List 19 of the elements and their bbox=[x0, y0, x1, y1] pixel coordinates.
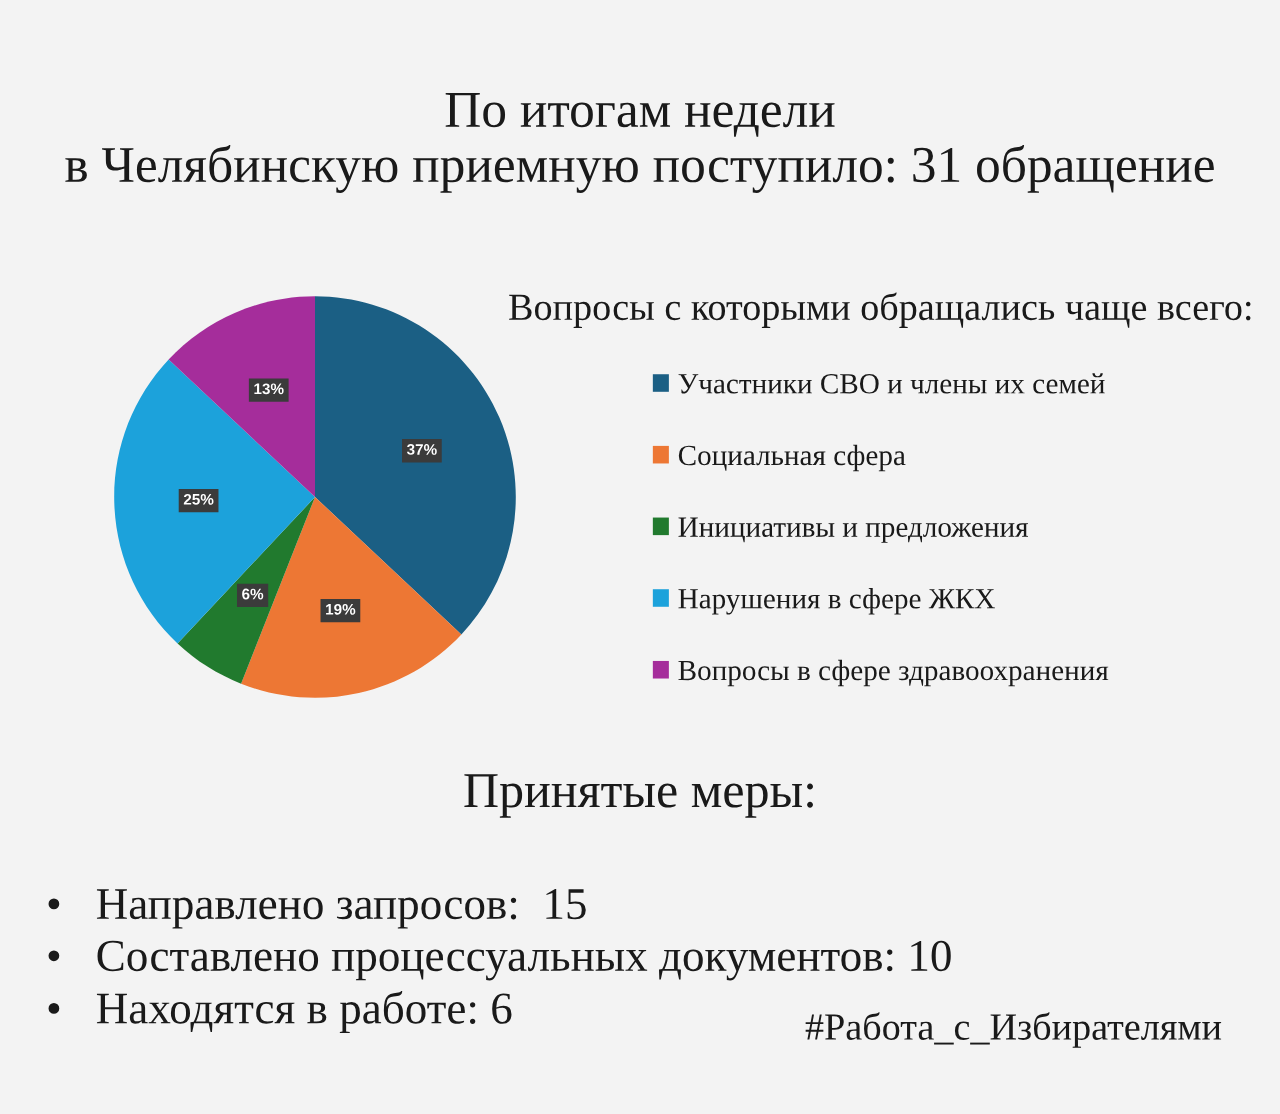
legend-label: Вопросы в сфере здравоохранения bbox=[678, 659, 1109, 687]
text: Принятые меры: bbox=[464, 774, 813, 818]
legend-label: Инициативы и предложения bbox=[678, 517, 1029, 543]
data-label: 37% bbox=[406, 444, 437, 455]
legend-label: Нарушения в сфере ЖКХ bbox=[678, 588, 995, 615]
text: • Направлено запросов: 15 bbox=[48, 889, 586, 929]
data-label: 19% bbox=[326, 603, 356, 615]
pie-slice bbox=[114, 359, 315, 644]
text: • Составлено процессуальных документов: 10 bbox=[48, 940, 951, 981]
data-label: 6% bbox=[242, 588, 264, 600]
text: #Работа_с_Избирателями bbox=[805, 1012, 1222, 1048]
legend-label: Социальная сфера bbox=[678, 444, 906, 472]
text: • Находятся в работе: 6 bbox=[48, 991, 512, 1033]
data-label: 13% bbox=[254, 383, 284, 395]
legend-label: Участники СВО и члены их семей bbox=[678, 373, 1105, 394]
legend-title: Вопросы с которыми обращались чаще всего: bbox=[509, 292, 1251, 328]
pie-slice bbox=[241, 497, 462, 698]
data-label: 25% bbox=[183, 493, 214, 505]
chart-title: По итогам недели в Челябинскую приемную поступило: 31 обращение bbox=[65, 93, 1214, 193]
